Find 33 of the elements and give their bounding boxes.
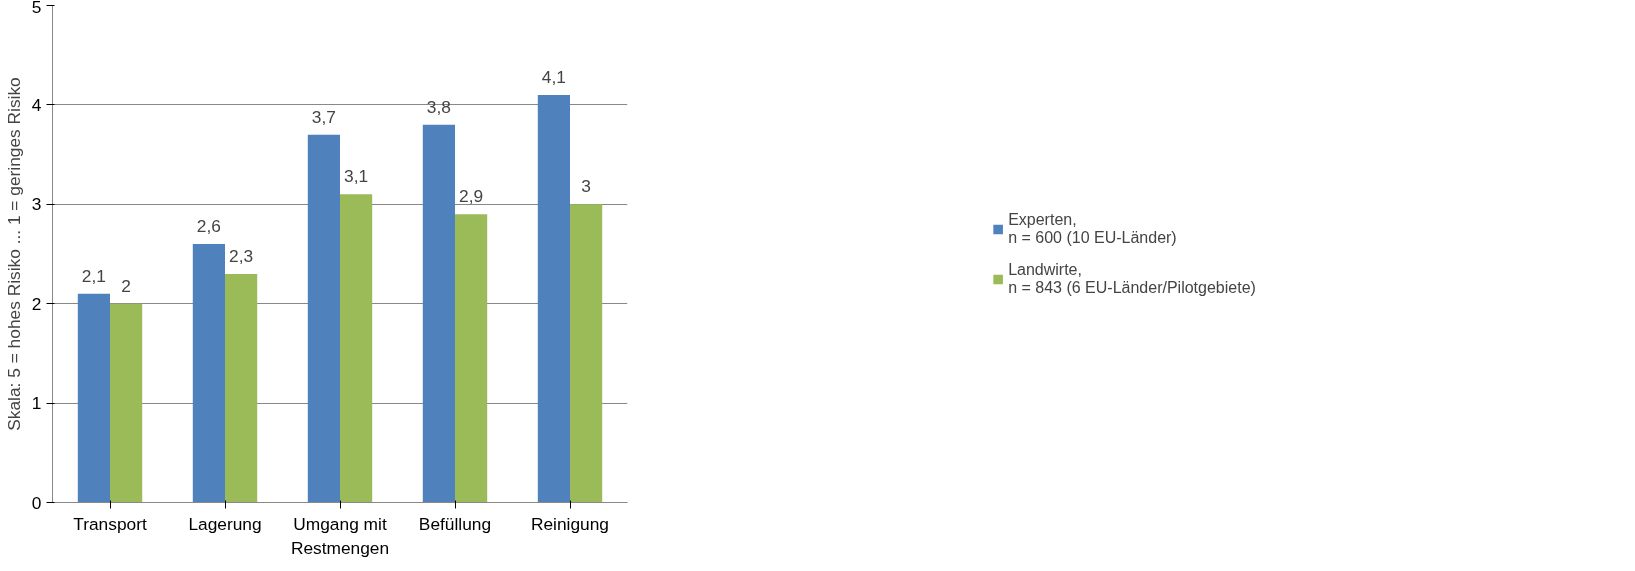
x-tick-label: Reinigung xyxy=(530,513,610,534)
bar xyxy=(307,134,340,503)
data-label: 2 xyxy=(121,275,131,296)
bar xyxy=(77,293,110,503)
data-label: 2,6 xyxy=(196,216,221,237)
data-label: 2,9 xyxy=(459,186,484,207)
data-label: 3,7 xyxy=(311,106,336,127)
y-axis-title: Skala: 5 = hohes Risiko ... 1 = geringes Risiko xyxy=(3,77,24,431)
legend-label: Experten, n = 600 (10 EU-Länder) xyxy=(1008,210,1177,247)
y-tick-label: 3 xyxy=(31,194,42,215)
y-tick-label: 2 xyxy=(31,293,42,314)
x-tick-label: Umgang mit Restmengen xyxy=(290,513,390,558)
y-tick-label: 1 xyxy=(31,393,42,414)
x-tick-label: Lagerung xyxy=(188,513,262,534)
bar xyxy=(455,214,488,503)
x-tick-label: Befüllung xyxy=(418,513,492,534)
data-label: 3 xyxy=(581,176,591,197)
data-label: 2,1 xyxy=(81,265,106,286)
x-tick-label: Transport xyxy=(73,513,147,534)
data-label: 4,1 xyxy=(541,66,566,87)
bar xyxy=(537,94,570,503)
y-tick-label: 4 xyxy=(31,94,42,115)
bar xyxy=(422,124,455,503)
y-tick-label: 0 xyxy=(31,492,42,513)
bar xyxy=(192,244,225,503)
bar xyxy=(110,303,143,503)
bar xyxy=(340,194,373,503)
y-tick-label: 5 xyxy=(31,0,42,17)
data-label: 2,3 xyxy=(229,245,254,266)
bar xyxy=(225,273,258,503)
data-label: 3,1 xyxy=(344,166,369,187)
bar xyxy=(570,204,603,503)
legend-label: Landwirte, n = 843 (6 EU-Länder/Pilotgebiete) xyxy=(1008,260,1256,297)
